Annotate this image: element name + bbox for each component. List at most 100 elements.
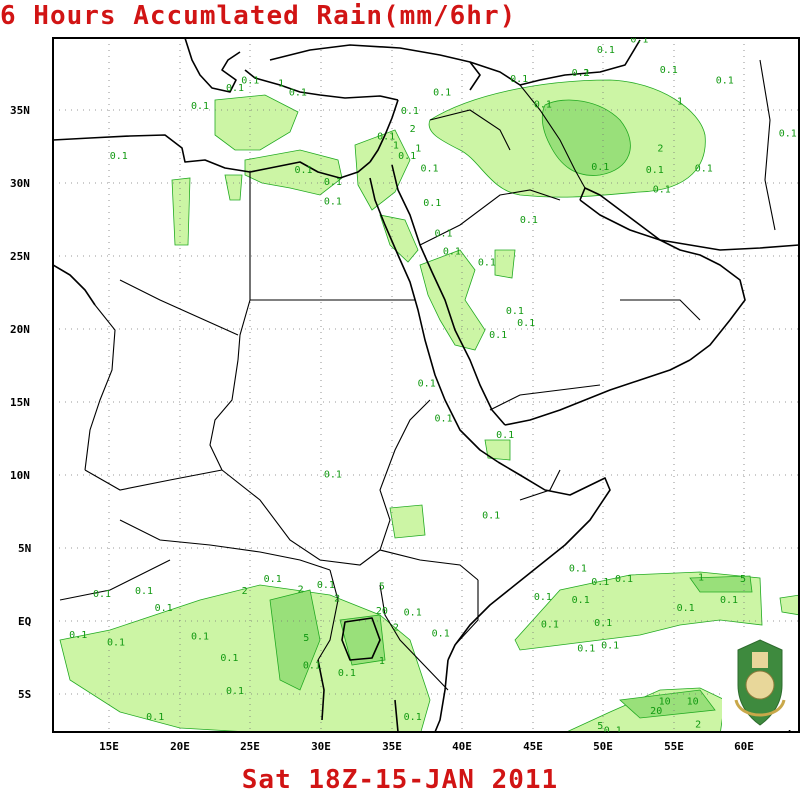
contour-value-label: 0.1 [604,726,622,737]
border-ethiopia-west [379,399,431,551]
lat-label: 35N [10,104,30,117]
contour-value-label: 0.1 [69,630,87,641]
border-south-sudan [221,469,381,566]
contour-value-label: 0.1 [660,65,678,76]
contour-value-label: 5 [303,633,309,644]
university-logo [722,630,798,730]
arabia-east-coast [579,187,746,361]
lon-label: 55E [664,740,684,753]
border-libya-chad [237,299,251,361]
contour-value-label: 0.1 [594,618,612,629]
anatolia-coast [244,69,399,101]
contour-value-label: 0.1 [135,586,153,597]
valid-time: Sat 18Z-15-JAN 2011 [241,765,559,795]
contour-value-label: 0.1 [510,74,528,85]
contour-value-label: 1 [415,144,421,155]
border-iraq-syria [429,109,511,151]
lat-label: 15N [10,396,30,409]
contour-value-label: 0.1 [534,100,552,111]
lon-label: 30E [311,740,331,753]
contour-value-label: 0.1 [317,580,335,591]
lat-label: 10N [10,469,30,482]
contour-value-label: 0.1 [434,229,452,240]
border-uganda-kenya [379,584,449,691]
contour-value-label: 0.1 [577,644,595,655]
lat-label: EQ [18,615,32,628]
border-iraq-iran [519,84,586,189]
rain-area-aegean [214,94,299,151]
contour-value-label: 0.1 [569,563,587,574]
contour-value-label: 10 [687,697,699,708]
borders [59,59,776,691]
contour-value-label: 20 [376,606,388,617]
border-kenya-ethiopia [379,549,479,581]
contour-value-label: 0.1 [324,469,342,480]
border-saudi-north [419,189,561,246]
border-somalia [519,469,561,501]
contour-value-label: 0.1 [482,510,500,521]
lon-label: 15E [99,740,119,753]
lake-victoria [341,617,381,661]
contour-value-label: 2 [242,586,248,597]
greece-outline [184,38,241,93]
lat-labels: 35N 30N 25N 20N 15N 10N 5N EQ 5S [10,104,32,701]
lat-label: 5N [18,542,31,555]
rain-area-ethiopia [389,504,426,539]
contour-value-label: 0.1 [615,574,633,585]
contour-value-label: 2 [657,144,663,155]
contour-value-label: 0.1 [220,653,238,664]
lat-label: 5S [18,688,31,701]
rain-area-levant [354,129,411,211]
lon-label: 45E [523,740,543,753]
contour-value-label: 0.1 [418,379,436,390]
contour-value-label: 0.1 [404,712,422,723]
black-sea-coast [269,44,481,91]
contour-value-label: 0.1 [434,413,452,424]
contour-value-label: 0.1 [303,660,321,671]
mediterranean-africa-coast [53,134,371,179]
east-africa-coast [434,659,449,732]
contour-value-label: 5 [379,582,385,593]
contour-value-label: 0.1 [324,197,342,208]
lake-tanganyika [317,659,325,721]
contour-value-label: 0.1 [241,76,259,87]
contour-value-label: 0.1 [572,68,590,79]
contour-value-label: 0.1 [433,88,451,99]
border-oman [620,299,701,321]
contour-value-label: 0.1 [534,592,552,603]
red-sea-west-coast [369,177,499,463]
border-saudi-yemen [489,384,601,411]
persian-gulf-north [579,199,799,251]
border-car [84,469,223,491]
contour-value-label: 0.1 [601,641,619,652]
contour-value-label: 10 [659,697,671,708]
contour-value-label: 0.1 [404,607,422,618]
contour-value-label: 1 [278,79,284,90]
west-africa-coast [53,264,96,306]
coastlines [53,38,799,732]
contour-value-label: 0.1 [653,185,671,196]
contour-value-label: 0.1 [520,215,538,226]
contour-value-label: 0.1 [423,198,441,209]
contour-value-label: 0.1 [324,177,342,188]
contour-value-label: 1 [677,97,683,108]
lon-label: 50E [593,740,613,753]
contour-value-label: 0.1 [191,101,209,112]
contour-value-label: 0.1 [716,76,734,87]
contour-value-label: 0.1 [496,430,514,441]
red-sea-east-coast [391,164,506,426]
contour-value-label: 0.1 [420,163,438,174]
rain-core-congo-east [269,589,321,691]
contour-value-label: 0.1 [146,712,164,723]
contour-value-label: 0.1 [591,162,609,173]
lon-label: 35E [382,740,402,753]
lon-labels: 15E 20E 25E 30E 35E 40E 45E 50E 55E 60E [99,740,754,753]
contour-value-label: 0.1 [572,595,590,606]
contour-value-label: 0.1 [110,151,128,162]
rain-area-egypt-west [224,174,243,201]
contour-value-label: 0.1 [541,619,559,630]
contour-value-label: 0.1 [289,88,307,99]
contour-value-label: 0.1 [432,629,450,640]
contour-value-label: 2 [393,623,399,634]
contour-value-label: 0.1 [226,686,244,697]
